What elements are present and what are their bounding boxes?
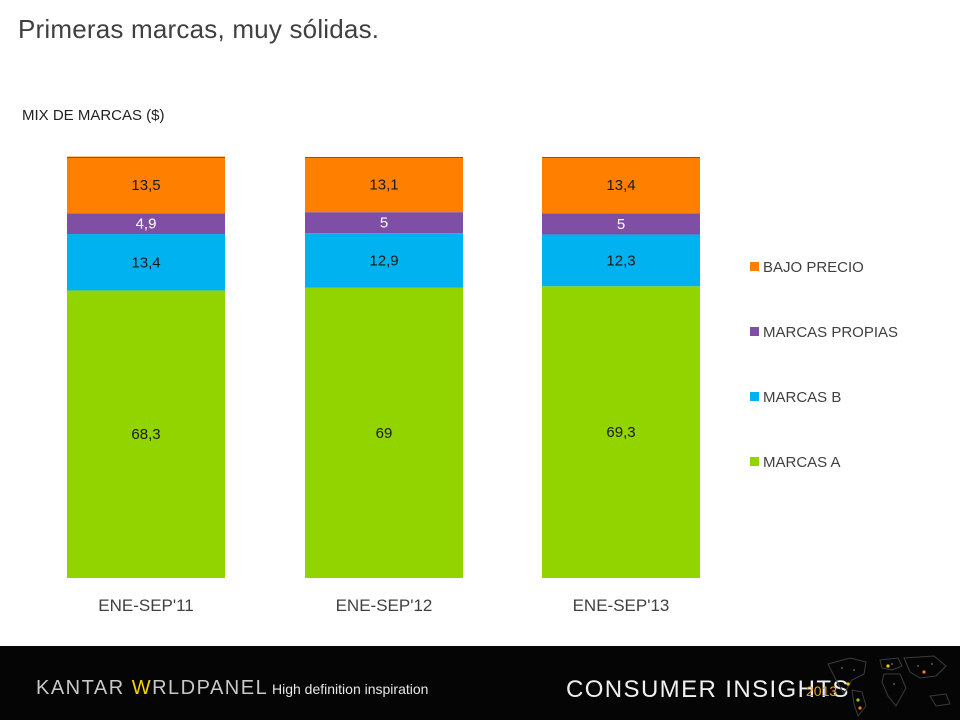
consumer-insights-label: CONSUMER INSIGHTS (566, 676, 850, 703)
data-label-marcas-a-3: 69,3 (606, 424, 635, 441)
stacked-bar-chart: 68,3 13,4 4,9 13,5 ENE-SEP'11 69 12,9 5 13,1 ENE-… (67, 156, 898, 615)
brand-suffix: RLDPANEL (152, 677, 269, 699)
bar-marcas-b-2 (305, 233, 463, 288)
world-map-icon (827, 655, 951, 718)
x-tick-label-2: ENE-SEP'12 (336, 596, 433, 615)
bar-marcas-a-1 (67, 290, 225, 578)
bar-marcas-a-3 (542, 286, 700, 578)
data-label-marcas-a-2: 69 (376, 425, 393, 442)
brand-accent: W (131, 677, 153, 699)
data-label-bajo-precio-1: 13,5 (131, 177, 160, 194)
data-label-bajo-precio-3: 13,4 (606, 177, 635, 194)
bar-marcas-a-2 (305, 287, 463, 578)
data-label-marcas-propias-3: 5 (617, 216, 625, 233)
bar-bajo-precio-3 (542, 157, 700, 214)
legend-label-marcas-a: MARCAS A (763, 454, 841, 471)
bar-marcas-propias-3 (542, 213, 700, 235)
data-label-marcas-b-3: 12,3 (606, 252, 635, 269)
data-label-marcas-a-1: 68,3 (131, 426, 160, 443)
data-label-marcas-b-2: 12,9 (369, 252, 398, 269)
bar-bajo-precio-2 (305, 157, 463, 213)
data-label-marcas-propias-1: 4,9 (136, 216, 157, 233)
bar-marcas-propias-2 (305, 212, 463, 234)
slide-title: Primeras marcas, muy sólidas. (18, 14, 380, 44)
data-label-marcas-propias-2: 5 (380, 215, 388, 232)
brand-logo: KANTAR WRLDPANEL (36, 677, 268, 700)
legend-swatch-marcas-a (750, 457, 759, 466)
chart-title: MIX DE MARCAS ($) (22, 107, 165, 124)
footer: KANTAR WRLDPANEL High definition inspira… (0, 646, 960, 720)
bar-marcas-b-3 (542, 234, 700, 287)
year-label: 2013 (806, 683, 838, 699)
legend-label-marcas-propias: MARCAS PROPIAS (763, 324, 898, 341)
x-tick-label-3: ENE-SEP'13 (573, 596, 670, 615)
legend-label-bajo-precio: BAJO PRECIO (763, 259, 864, 276)
tagline: High definition inspiration (272, 681, 429, 697)
brand-prefix: KANTAR (36, 677, 132, 699)
data-label-marcas-b-1: 13,4 (131, 254, 160, 271)
legend-swatch-marcas-propias (750, 327, 759, 336)
x-tick-label-1: ENE-SEP'11 (98, 596, 194, 615)
data-label-bajo-precio-2: 13,1 (369, 177, 398, 194)
bar-marcas-propias-1 (67, 213, 225, 235)
legend-swatch-marcas-b (750, 392, 759, 401)
bar-bajo-precio-1 (67, 156, 225, 214)
legend-swatch-bajo-precio (750, 262, 759, 271)
bar-marcas-b-1 (67, 234, 225, 291)
legend-label-marcas-b: MARCAS B (763, 389, 841, 406)
